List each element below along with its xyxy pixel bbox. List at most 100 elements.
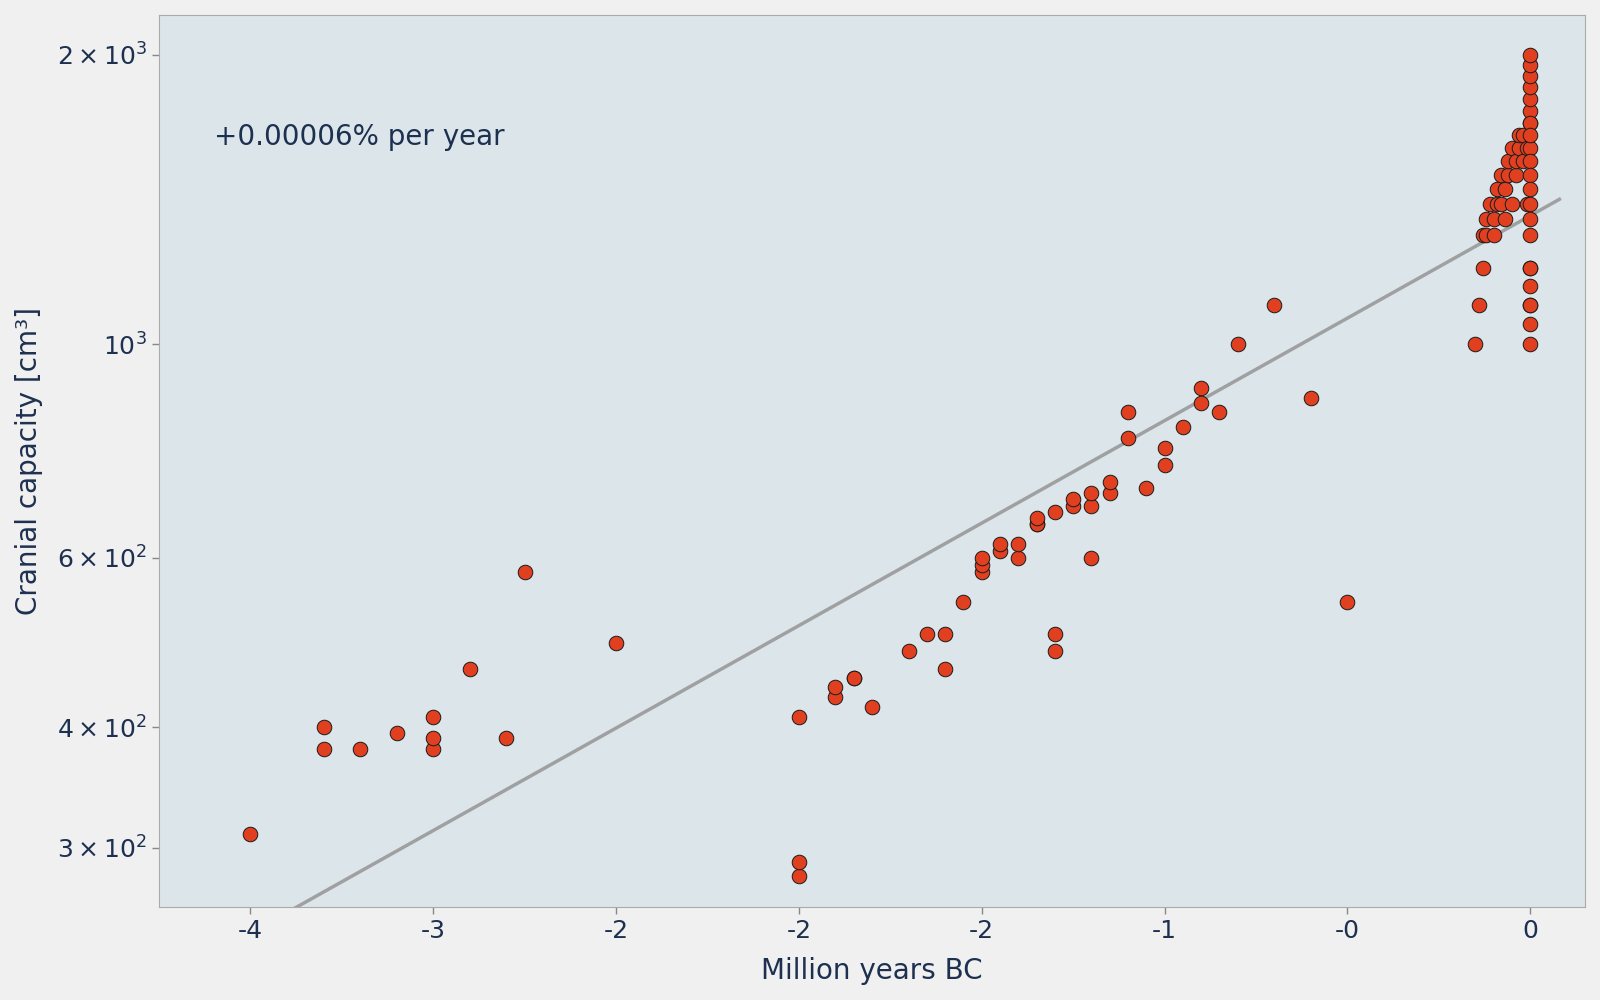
Point [786, 709, 811, 725]
Point [1226, 336, 1251, 352]
Point [970, 557, 995, 573]
Point [896, 643, 922, 659]
Point [1491, 181, 1517, 197]
Point [1517, 47, 1542, 63]
Point [1517, 115, 1542, 131]
Point [1078, 550, 1104, 566]
Point [1517, 260, 1542, 276]
Point [421, 741, 446, 757]
Point [1517, 278, 1542, 294]
Point [1024, 516, 1050, 532]
Point [786, 868, 811, 884]
Point [786, 854, 811, 870]
Point [1098, 474, 1123, 490]
Point [1517, 167, 1542, 183]
Point [1517, 103, 1542, 119]
Point [1499, 196, 1525, 212]
Point [1496, 153, 1522, 169]
Y-axis label: Cranial capacity [cm³]: Cranial capacity [cm³] [14, 307, 43, 615]
Point [1517, 91, 1542, 107]
Point [1517, 153, 1542, 169]
Point [1502, 167, 1528, 183]
Point [1517, 336, 1542, 352]
Point [1189, 395, 1214, 411]
Point [1485, 196, 1510, 212]
Point [1517, 79, 1542, 95]
Point [1517, 227, 1542, 243]
Point [310, 719, 336, 735]
Point [310, 741, 336, 757]
Point [1115, 404, 1141, 420]
Point [1517, 260, 1542, 276]
Point [1517, 297, 1542, 313]
X-axis label: Million years BC: Million years BC [762, 957, 982, 985]
Point [1133, 480, 1158, 496]
Point [1517, 127, 1542, 143]
Point [1078, 485, 1104, 501]
Point [822, 679, 848, 695]
Point [1517, 140, 1542, 156]
Point [238, 826, 264, 842]
Point [822, 689, 848, 705]
Point [1517, 297, 1542, 313]
Point [1477, 196, 1502, 212]
Point [1485, 181, 1510, 197]
Point [1334, 594, 1360, 610]
Point [987, 543, 1013, 559]
Point [1061, 491, 1086, 507]
Point [1024, 516, 1050, 532]
Point [1491, 211, 1517, 227]
Point [933, 626, 958, 642]
Point [1189, 380, 1214, 396]
Point [1061, 498, 1086, 514]
Point [859, 699, 885, 715]
Point [1098, 485, 1123, 501]
Point [1517, 181, 1542, 197]
Point [1514, 140, 1539, 156]
Point [1078, 498, 1104, 514]
Point [1298, 390, 1323, 406]
Point [1152, 440, 1178, 456]
Point [1206, 404, 1232, 420]
Point [1024, 510, 1050, 526]
Point [1517, 57, 1542, 73]
Point [950, 594, 976, 610]
Point [1261, 297, 1286, 313]
Point [384, 725, 410, 741]
Point [1042, 626, 1067, 642]
Point [1474, 211, 1499, 227]
Point [1506, 127, 1531, 143]
Point [421, 730, 446, 746]
Point [1480, 211, 1506, 227]
Point [494, 730, 520, 746]
Point [987, 536, 1013, 552]
Point [1470, 227, 1496, 243]
Point [1517, 316, 1542, 332]
Point [512, 564, 538, 580]
Point [1005, 536, 1030, 552]
Point [603, 635, 629, 651]
Point [1480, 227, 1506, 243]
Point [1517, 196, 1542, 212]
Point [1005, 550, 1030, 566]
Point [1510, 127, 1536, 143]
Point [1115, 430, 1141, 446]
Point [1462, 336, 1488, 352]
Point [842, 670, 867, 686]
Point [1517, 211, 1542, 227]
Point [933, 661, 958, 677]
Point [458, 661, 483, 677]
Point [421, 709, 446, 725]
Point [1514, 196, 1539, 212]
Point [1152, 457, 1178, 473]
Point [1499, 140, 1525, 156]
Point [1506, 140, 1531, 156]
Point [842, 670, 867, 686]
Point [1488, 167, 1514, 183]
Text: +0.00006% per year: +0.00006% per year [214, 123, 504, 151]
Point [1517, 68, 1542, 84]
Point [1496, 167, 1522, 183]
Point [970, 550, 995, 566]
Point [970, 564, 995, 580]
Point [1517, 115, 1542, 131]
